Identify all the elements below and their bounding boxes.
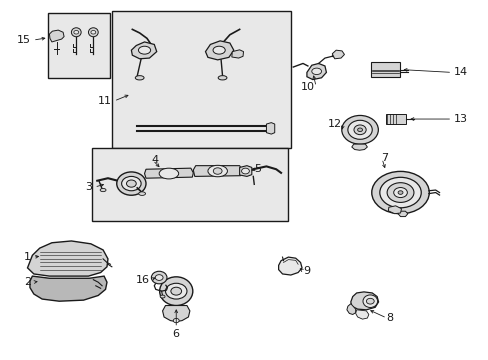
Ellipse shape <box>366 298 373 304</box>
Ellipse shape <box>311 68 321 75</box>
Ellipse shape <box>151 271 166 284</box>
Polygon shape <box>331 50 344 59</box>
Ellipse shape <box>159 277 192 306</box>
Text: 14: 14 <box>453 67 468 77</box>
Ellipse shape <box>159 168 178 179</box>
Ellipse shape <box>74 31 79 34</box>
Polygon shape <box>231 50 243 58</box>
Text: 7: 7 <box>380 153 387 163</box>
Ellipse shape <box>213 46 225 54</box>
Ellipse shape <box>88 28 98 37</box>
Ellipse shape <box>135 76 144 80</box>
Polygon shape <box>397 211 407 217</box>
Polygon shape <box>193 166 242 176</box>
Ellipse shape <box>173 319 179 323</box>
Ellipse shape <box>71 28 81 37</box>
Bar <box>112 12 290 148</box>
Ellipse shape <box>100 188 106 192</box>
Polygon shape <box>131 42 157 59</box>
Polygon shape <box>30 276 107 301</box>
Text: 2: 2 <box>24 277 31 287</box>
Bar <box>370 62 399 77</box>
Ellipse shape <box>218 76 226 80</box>
Text: 4: 4 <box>152 155 159 165</box>
Ellipse shape <box>393 188 407 198</box>
Ellipse shape <box>386 183 413 202</box>
Ellipse shape <box>117 172 146 195</box>
Text: 10: 10 <box>301 82 315 92</box>
Text: 11: 11 <box>98 96 112 106</box>
Text: 16: 16 <box>135 275 149 285</box>
Bar <box>385 114 406 125</box>
Ellipse shape <box>353 125 366 135</box>
Ellipse shape <box>241 168 249 174</box>
Bar <box>48 13 110 78</box>
Text: 13: 13 <box>453 114 467 124</box>
Ellipse shape <box>341 116 378 144</box>
Polygon shape <box>346 304 355 315</box>
Polygon shape <box>355 310 368 319</box>
Text: 8: 8 <box>385 313 392 323</box>
Polygon shape <box>27 241 108 276</box>
Text: 1: 1 <box>24 252 31 262</box>
Text: 5: 5 <box>254 164 261 174</box>
Polygon shape <box>278 257 302 275</box>
Polygon shape <box>387 206 401 214</box>
Ellipse shape <box>379 177 420 208</box>
Text: 3: 3 <box>85 182 92 192</box>
Ellipse shape <box>91 31 96 34</box>
Ellipse shape <box>155 275 163 280</box>
Text: 6: 6 <box>172 329 180 339</box>
Polygon shape <box>239 166 251 176</box>
Ellipse shape <box>397 191 402 194</box>
Polygon shape <box>144 168 193 178</box>
Bar <box>92 148 288 221</box>
Polygon shape <box>49 30 64 42</box>
Ellipse shape <box>122 176 141 191</box>
Polygon shape <box>351 144 366 150</box>
Ellipse shape <box>362 295 377 307</box>
Text: 9: 9 <box>303 266 309 276</box>
Ellipse shape <box>139 192 145 195</box>
Ellipse shape <box>138 46 150 54</box>
Ellipse shape <box>165 283 186 299</box>
Ellipse shape <box>207 165 227 177</box>
Ellipse shape <box>126 180 136 187</box>
Text: 12: 12 <box>327 120 341 129</box>
Ellipse shape <box>170 287 181 295</box>
Ellipse shape <box>213 168 222 174</box>
Ellipse shape <box>347 120 371 139</box>
Polygon shape <box>205 41 233 60</box>
Ellipse shape <box>371 171 428 214</box>
Polygon shape <box>162 306 189 321</box>
Ellipse shape <box>357 128 362 132</box>
Polygon shape <box>350 292 378 310</box>
Text: 15: 15 <box>17 35 31 45</box>
Polygon shape <box>266 123 274 134</box>
Ellipse shape <box>160 295 164 298</box>
Polygon shape <box>306 63 326 80</box>
